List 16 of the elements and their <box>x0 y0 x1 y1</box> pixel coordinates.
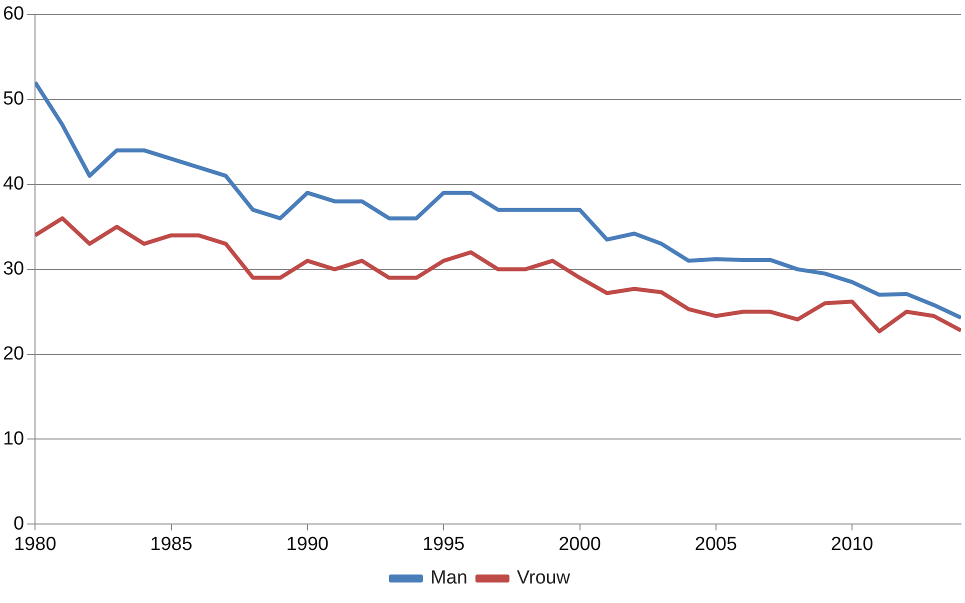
y-tick-label: 30 <box>2 258 24 280</box>
y-tick-label: 20 <box>2 344 24 364</box>
x-tick-label: 2010 <box>830 534 874 555</box>
legend-label: Vrouw <box>516 568 570 589</box>
y-tick-label: 40 <box>2 174 24 195</box>
x-tick-label: 2005 <box>694 534 738 555</box>
x-tick-label: 1980 <box>14 534 56 555</box>
y-tick-label: 10 <box>2 428 24 450</box>
x-tick-label: 2000 <box>558 534 601 555</box>
y-tick-label: 0 <box>14 513 24 534</box>
y-tick-label: 50 <box>2 88 24 110</box>
y-tick-label: 60 <box>2 4 24 25</box>
x-tick-label: 1985 <box>150 534 192 555</box>
x-tick-label: 1995 <box>422 534 465 555</box>
x-tick-label: 1990 <box>286 534 329 555</box>
legend-label: Man <box>430 568 468 589</box>
